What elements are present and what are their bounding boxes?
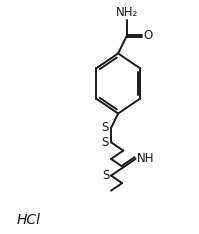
Text: HCl: HCl [17, 213, 41, 227]
Text: S: S [102, 136, 109, 149]
Text: S: S [102, 121, 109, 135]
Text: O: O [143, 29, 152, 42]
Text: NH: NH [137, 152, 155, 165]
Text: NH₂: NH₂ [116, 6, 138, 19]
Text: S: S [103, 169, 110, 182]
